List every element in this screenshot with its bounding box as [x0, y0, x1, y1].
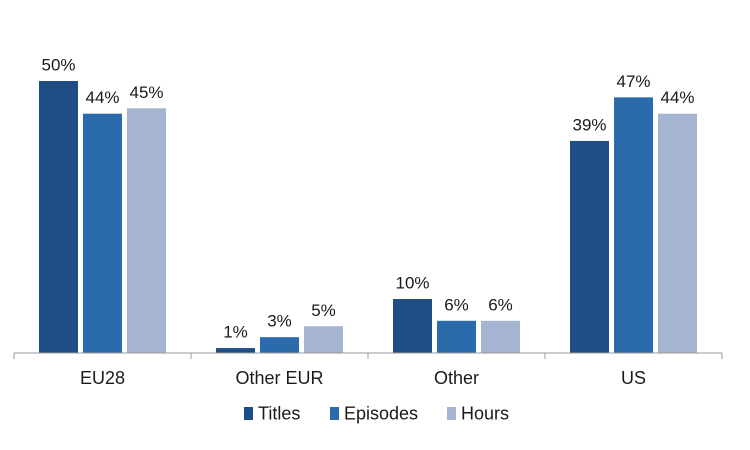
legend-swatch-episodes [330, 407, 339, 420]
bar-episodes-other-eur [259, 336, 300, 354]
bar-titles-other [392, 298, 433, 354]
data-labels-group: 50% 44% 45% 1% 3% 5% 10% 6% 6% 39% 47% 44% [41, 56, 694, 342]
x-tick-label: US [621, 368, 646, 388]
x-axis-ticks [13, 353, 723, 359]
x-tick-label: EU28 [80, 368, 125, 388]
legend: Titles Episodes Hours [244, 404, 509, 424]
bar-hours-other-eur [303, 325, 344, 354]
data-label: 44% [660, 88, 694, 107]
data-label: 6% [488, 295, 513, 314]
bar-episodes-eu28 [82, 112, 123, 354]
bar-episodes-us [613, 96, 654, 354]
bar-titles-us [569, 139, 610, 354]
legend-label-titles: Titles [258, 404, 300, 424]
x-tick-label: Other EUR [235, 368, 323, 388]
bar-titles-other-eur [215, 347, 256, 354]
bars-group [38, 80, 698, 354]
bar-hours-eu28 [126, 107, 167, 354]
data-label: 1% [223, 323, 248, 342]
bar-episodes-other [436, 319, 477, 354]
data-label: 39% [572, 115, 606, 134]
data-label: 5% [311, 301, 336, 320]
legend-swatch-hours [447, 407, 456, 420]
x-tick-label: Other [434, 368, 479, 388]
x-axis-labels: EU28 Other EUR Other US [80, 368, 646, 388]
data-label: 6% [444, 295, 469, 314]
data-label: 47% [616, 72, 650, 91]
legend-swatch-titles [244, 407, 253, 420]
bar-titles-eu28 [38, 80, 79, 354]
bar-hours-us [657, 112, 698, 354]
data-label: 45% [129, 83, 163, 102]
legend-label-hours: Hours [461, 404, 509, 424]
bar-hours-other [480, 319, 521, 354]
legend-label-episodes: Episodes [344, 404, 418, 424]
data-label: 10% [395, 274, 429, 293]
data-label: 44% [85, 88, 119, 107]
data-label: 3% [267, 312, 292, 331]
data-label: 50% [41, 56, 75, 75]
